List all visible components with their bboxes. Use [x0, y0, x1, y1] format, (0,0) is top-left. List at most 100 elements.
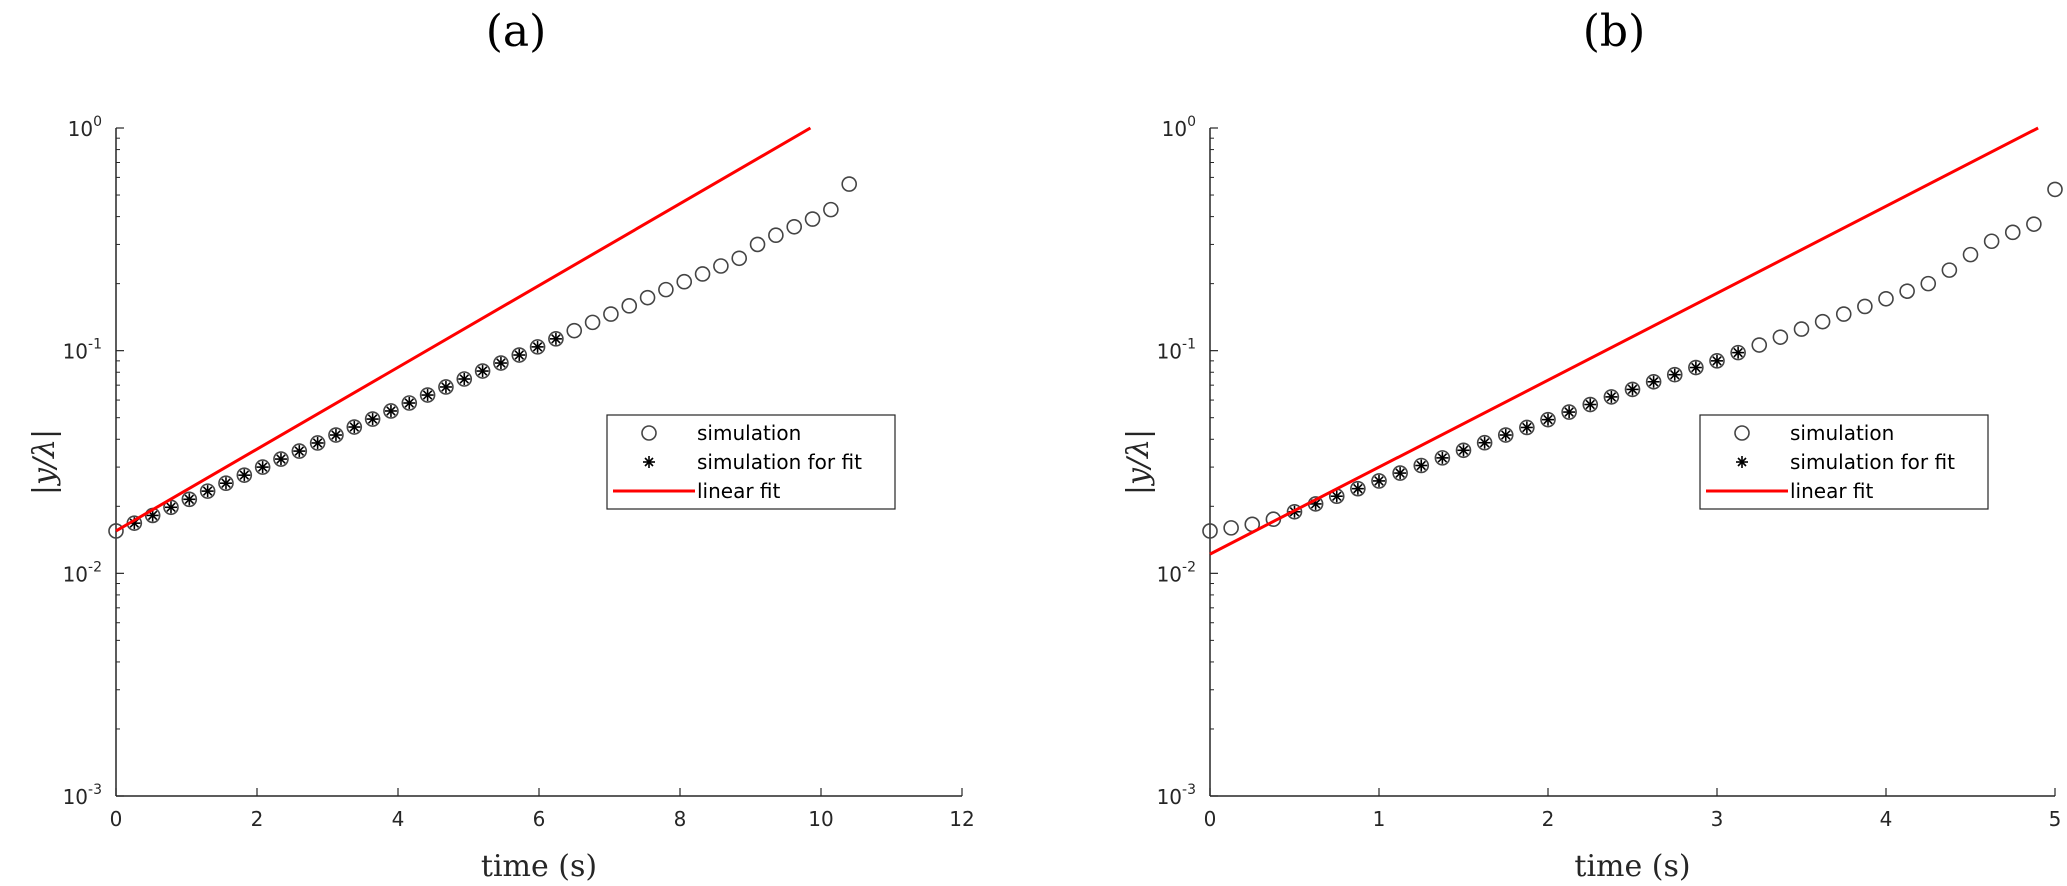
data-point-circle [1983, 233, 2000, 250]
data-point-asterisk [1647, 375, 1660, 388]
asterisk-stroke [276, 454, 286, 464]
data-point-asterisk [1457, 444, 1470, 457]
data-point-circle [254, 459, 271, 475]
chart-panel-a: (a) 0 2 4 6 8 10 12 10-3 10-2 10-1 100 time (s) |y/λ|… [27, 6, 975, 884]
asterisk-stroke [532, 342, 543, 352]
data-point-asterisk [164, 501, 177, 514]
data-point-circle [1497, 427, 1514, 443]
asterisk-stroke [1648, 376, 1659, 387]
data-point-circle [1476, 434, 1493, 451]
data-point-asterisk [1373, 474, 1385, 487]
data-point-circle [584, 314, 601, 331]
data-point-circle [1772, 329, 1789, 345]
data-point-circle [1350, 480, 1366, 497]
asterisk-stroke [312, 438, 323, 448]
asterisk-stroke [441, 382, 451, 392]
x-tick-label: 0 [1204, 807, 1217, 831]
asterisk-stroke [221, 478, 231, 488]
asterisk-stroke [239, 470, 250, 480]
data-point-asterisk [329, 429, 342, 442]
data-point-circle [1814, 313, 1831, 330]
data-point-circle [438, 379, 454, 395]
legend-symbol [643, 456, 655, 468]
data-point-circle [474, 363, 491, 379]
data-point-asterisk [238, 469, 251, 482]
series-linear-fit [1209, 126, 2039, 556]
x-tick-label: 4 [1880, 807, 1893, 831]
data-point-circle [658, 281, 674, 298]
data-point-circle [804, 211, 821, 227]
data-point-circle [181, 491, 198, 508]
data-point-circle [823, 201, 839, 218]
data-point-circle [603, 306, 619, 322]
data-point-circle [1202, 523, 1218, 539]
x-tick-label: 1 [1373, 807, 1386, 831]
data-point-asterisk [531, 340, 544, 353]
asterisk-stroke [1479, 437, 1490, 448]
x-tick-label: 2 [251, 807, 264, 831]
asterisk-stroke [1606, 392, 1617, 402]
asterisk-stroke [1353, 483, 1363, 494]
asterisk-stroke [1627, 384, 1638, 395]
data-point-circle [1624, 381, 1641, 398]
data-point-circle [548, 331, 564, 347]
data-point-circle [199, 483, 216, 499]
data-point-asterisk [439, 380, 452, 393]
asterisk-stroke [1585, 399, 1596, 410]
asterisk-stroke [367, 414, 378, 424]
data-point-asterisk [384, 404, 397, 417]
data-point-circle [749, 236, 766, 253]
y-tick-label: 10-1 [1157, 337, 1196, 364]
data-point-circle [1519, 419, 1535, 436]
asterisk-stroke [1310, 499, 1321, 509]
chart-panel-b: (b) 0 1 2 3 4 5 10-3 10-2 10-1 100 time (s) |y/λ| sim… [1121, 6, 2063, 884]
fit-line [115, 126, 812, 533]
asterisk-stroke [1543, 414, 1553, 425]
asterisk-stroke [1374, 476, 1384, 486]
data-point-asterisk [1711, 354, 1723, 367]
data-point-circle [1540, 411, 1556, 428]
legend: simulation simulation for fit linear fit [606, 414, 896, 510]
data-point-asterisk [1520, 421, 1533, 434]
legend-label: simulation [1790, 421, 1894, 445]
data-point-circle [2026, 216, 2042, 232]
panel-label: (a) [486, 6, 547, 57]
data-point-asterisk [494, 357, 507, 370]
x-tick-label: 0 [110, 807, 123, 831]
data-point-asterisk [1499, 429, 1512, 442]
asterisk-stroke [331, 430, 341, 440]
data-point-asterisk [549, 332, 562, 345]
data-point-asterisk [201, 485, 214, 498]
asterisk-stroke [496, 358, 506, 368]
data-point-circle [529, 339, 546, 355]
asterisk-stroke [459, 374, 470, 384]
asterisk-stroke [386, 406, 396, 416]
data-point-asterisk [293, 445, 306, 458]
data-point-circle [841, 176, 858, 192]
data-point-circle [768, 227, 784, 244]
data-point-circle [1688, 359, 1704, 376]
data-point-circle [1645, 373, 1662, 390]
data-point-circle [1793, 321, 1810, 337]
y-tick-label: 10-3 [1157, 782, 1196, 809]
data-point-circle [1371, 473, 1387, 489]
data-point-circle [1962, 246, 1979, 263]
asterisk-stroke [1416, 460, 1427, 471]
data-point-circle [236, 467, 253, 483]
legend-label: simulation [697, 421, 801, 445]
data-point-circle [1730, 344, 1746, 361]
data-point-asterisk [1626, 383, 1639, 396]
asterisk-stroke [294, 446, 305, 456]
data-point-asterisk [256, 461, 269, 474]
asterisk-stroke [1500, 430, 1511, 440]
legend-label: linear fit [1790, 479, 1874, 503]
data-point-circle [1413, 457, 1430, 474]
x-axis-label: time (s) [481, 849, 597, 884]
legend-label: simulation for fit [697, 450, 862, 474]
data-point-circle [1941, 262, 1958, 278]
y-tick-label: 100 [1162, 114, 1196, 141]
x-tick-label: 10 [808, 807, 833, 831]
data-point-asterisk [274, 453, 287, 466]
data-point-circle [621, 298, 638, 314]
